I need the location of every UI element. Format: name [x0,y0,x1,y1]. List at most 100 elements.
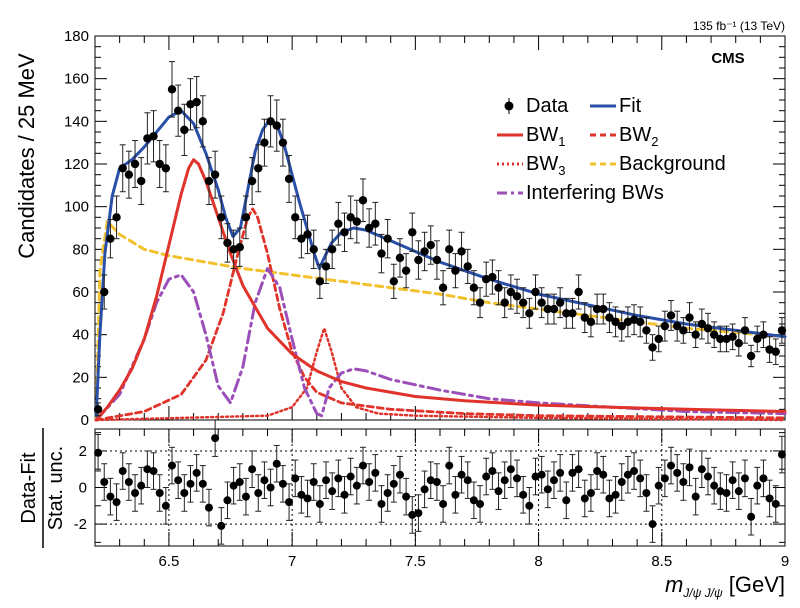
pull-marker [217,521,226,530]
data-point [697,308,707,340]
pull-marker [519,490,528,499]
data-marker [728,332,737,341]
data-marker [93,405,103,414]
pull-marker [623,470,632,479]
data-point [284,154,294,203]
pull-point [697,450,706,488]
legend-item: Fit [590,95,642,117]
pull-marker [180,488,189,497]
data-marker [679,326,688,335]
data-marker [112,213,121,222]
data-marker [648,343,657,352]
pull-point [365,463,374,501]
pull-point [408,496,417,534]
pull-marker [389,479,398,488]
pull-point [500,461,509,499]
data-marker [759,330,768,339]
data-marker [278,138,288,147]
main-y-tick-label: 20 [72,369,89,386]
data-point [346,195,355,240]
data-point [438,270,448,306]
pull-point [691,477,700,516]
pull-marker [211,434,220,443]
legend-label: BW3 [526,153,565,178]
interfering-bws-curve [94,267,787,422]
pull-marker [722,488,731,497]
data-point [574,274,583,310]
data-point [771,338,780,366]
pull-point [124,463,133,501]
data-marker [124,170,134,179]
x-axis-title-var: m [665,572,683,597]
pull-marker [457,470,466,479]
data-marker [340,228,349,237]
pull-point [211,419,220,457]
pull-point [285,483,294,521]
legend-item: BW3 [497,153,565,178]
pull-point [642,474,651,512]
data-point [555,287,565,319]
data-marker [451,266,460,275]
data-marker [555,298,565,307]
data-marker [149,132,158,141]
pull-point [439,485,448,523]
data-point [254,144,263,193]
pull-point [463,461,472,499]
main-y-tick-label: 0 [81,412,89,429]
data-point [531,274,540,310]
pull-marker [395,470,404,479]
data-point [746,344,756,368]
pull-point [537,455,546,494]
pull-marker [272,459,281,468]
data-point [93,402,103,417]
x-tick-label: 9 [781,553,789,570]
data-marker [284,174,294,184]
data-marker [321,262,331,271]
main-y-axis-title: Candidates / 25 MeV [14,53,39,259]
ratio-y-tick-label: -2 [74,516,87,533]
data-marker [297,234,306,243]
data-point [691,321,700,348]
pull-point [494,472,503,510]
legend-label: BW1 [526,124,565,149]
data-point [703,312,713,344]
main-y-tick-label: 80 [72,241,89,258]
data-marker [414,255,423,265]
data-marker [303,230,312,239]
pull-point [131,474,140,512]
pull-marker [161,501,170,510]
pull-marker [506,465,515,474]
data-marker [605,313,614,322]
pull-point [636,459,645,498]
data-marker [241,213,251,222]
ratio-grid [95,429,785,546]
pull-marker [402,492,411,501]
data-marker [599,304,608,314]
legend-label: Interfering BWs [526,182,664,204]
pull-marker [568,468,577,477]
pull-marker [112,498,121,507]
data-marker [709,330,719,339]
data-marker [137,176,146,186]
pull-point [586,474,595,512]
data-marker [210,170,220,179]
data-point [740,317,750,344]
data-point [204,157,214,206]
main-y-tick-label: 180 [64,28,89,45]
data-point [303,214,312,255]
pull-point [771,485,780,523]
pull-marker [667,461,676,470]
pull-point [556,454,565,492]
pull-marker [198,479,207,488]
pull-point [599,455,608,494]
data-point [106,218,115,259]
pull-point [328,472,337,510]
data-marker [716,334,725,344]
pull-marker [352,481,361,490]
pull-marker [229,481,238,490]
pull-marker [149,467,158,476]
pull-point [389,465,398,503]
pull-marker [143,465,152,474]
pull-marker [463,476,472,485]
data-point [260,118,269,167]
